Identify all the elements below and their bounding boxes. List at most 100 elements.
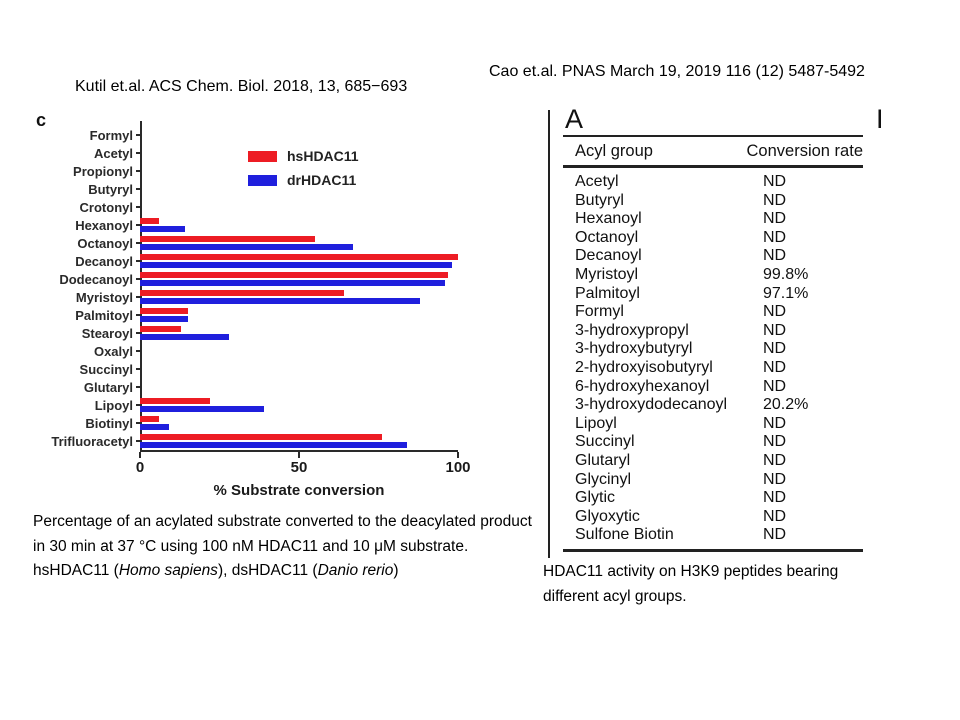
cell-acyl-group: Glycinyl — [575, 470, 632, 488]
legend-swatch-blue — [248, 174, 277, 186]
bar-drhdac11 — [140, 244, 354, 250]
category-tick — [136, 368, 140, 370]
category-label: Decanoyl — [75, 253, 133, 269]
category-label: Stearoyl — [81, 325, 133, 341]
bar-group — [140, 126, 460, 144]
table-row: Glytic ND — [563, 489, 863, 508]
table-row: Myristoyl 99.8% — [563, 266, 863, 285]
chart-row: Oxalyl — [36, 342, 466, 360]
legend-item-drhdac11: drHDAC11 — [248, 172, 359, 188]
table-row: 3-hydroxydodecanoyl 20.2% — [563, 396, 863, 415]
category-tick — [136, 260, 140, 262]
cell-acyl-group: Sulfone Biotin — [575, 526, 674, 544]
x-tick-mark — [457, 452, 459, 458]
table-bottom-rule — [563, 548, 863, 552]
bar-group — [140, 306, 460, 324]
legend-label-drhdac11: drHDAC11 — [287, 172, 357, 188]
bar-hshdac11 — [140, 236, 315, 242]
table-row: 3-hydroxybutyryl ND — [563, 340, 863, 359]
panel-label-b-cropped: I — [876, 104, 884, 134]
table-row: Butyryl ND — [563, 192, 863, 211]
cell-acyl-group: Glutaryl — [575, 451, 631, 469]
cell-conversion-rate: 20.2% — [763, 396, 809, 414]
bar-drhdac11 — [140, 334, 230, 340]
table-header-rule — [563, 165, 863, 168]
cell-conversion-rate: ND — [763, 303, 787, 321]
legend-item-hshdac11: hsHDAC11 — [248, 148, 359, 164]
cell-conversion-rate: ND — [763, 321, 787, 339]
cell-conversion-rate: ND — [763, 228, 787, 246]
table-row: 3-hydroxypropyl ND — [563, 322, 863, 341]
bar-group — [140, 378, 460, 396]
cell-conversion-rate: ND — [763, 191, 787, 209]
header-acyl-group: Acyl group — [575, 142, 653, 160]
category-tick — [136, 314, 140, 316]
table-row: Octanoyl ND — [563, 229, 863, 248]
left-caption: Percentage of an acylated substrate conv… — [33, 510, 537, 584]
bar-drhdac11 — [140, 226, 185, 232]
caption-text: Percentage of an acylated substrate conv… — [33, 513, 532, 579]
table-row: Acetyl ND — [563, 173, 863, 192]
bar-drhdac11 — [140, 262, 452, 268]
cell-acyl-group: 3-hydroxypropyl — [575, 321, 689, 339]
table-header-row: Acyl group Conversion rate — [563, 137, 863, 165]
category-label: Butyryl — [88, 181, 133, 197]
category-tick — [136, 242, 140, 244]
bar-drhdac11 — [140, 316, 188, 322]
chart-row: Trifluoracetyl — [36, 432, 466, 450]
category-tick — [136, 152, 140, 154]
cell-acyl-group: Palmitoyl — [575, 284, 640, 302]
category-tick — [136, 170, 140, 172]
x-tick-mark — [298, 452, 300, 458]
category-tick — [136, 440, 140, 442]
bar-hshdac11 — [140, 326, 182, 332]
category-label: Oxalyl — [93, 343, 133, 359]
header-conversion-rate: Conversion rate — [746, 142, 863, 160]
bar-drhdac11 — [140, 442, 408, 448]
conversion-table: Acyl group Conversion rate Acetyl ND Butyr… — [563, 135, 863, 552]
cell-conversion-rate: 99.8% — [763, 265, 809, 283]
cell-conversion-rate: ND — [763, 433, 787, 451]
cell-conversion-rate: ND — [763, 470, 787, 488]
x-axis: 0 50 100 — [136, 450, 471, 476]
x-tick-label: 100 — [445, 459, 471, 476]
chart-row: Glutaryl — [36, 378, 466, 396]
table-row: 2-hydroxyisobutyryl ND — [563, 359, 863, 378]
caption-text: ), dsHDAC11 ( — [217, 562, 318, 579]
bar-hshdac11 — [140, 272, 449, 278]
category-tick — [136, 404, 140, 406]
cell-acyl-group: Octanoyl — [575, 228, 639, 246]
cell-acyl-group: Decanoyl — [575, 247, 642, 265]
chart-row: Hexanoyl — [36, 216, 466, 234]
category-label: Trifluoracetyl — [51, 433, 133, 449]
cell-conversion-rate: ND — [763, 340, 787, 358]
chart-row: Propionyl — [36, 162, 466, 180]
cell-conversion-rate: ND — [763, 507, 787, 525]
table-row: Decanoyl ND — [563, 247, 863, 266]
caption-text: ) — [393, 562, 399, 579]
bar-hshdac11 — [140, 416, 160, 422]
cell-acyl-group: Myristoyl — [575, 265, 639, 283]
chart-row: Formyl — [36, 126, 466, 144]
category-tick — [136, 296, 140, 298]
category-tick — [136, 422, 140, 424]
legend-swatch-red — [248, 150, 277, 162]
chart-legend: hsHDAC11 drHDAC11 — [248, 148, 359, 196]
table-top-rule — [563, 135, 863, 137]
chart-row: Lipoyl — [36, 396, 466, 414]
bar-drhdac11 — [140, 298, 420, 304]
bar-hshdac11 — [140, 218, 160, 224]
category-tick — [136, 386, 140, 388]
category-label: Octanoyl — [77, 235, 133, 251]
bar-group — [140, 432, 460, 450]
cell-acyl-group: Succinyl — [575, 433, 635, 451]
bar-hshdac11 — [140, 434, 382, 440]
x-tick-mark — [139, 452, 141, 458]
table-row: Palmitoyl 97.1% — [563, 285, 863, 304]
bar-group — [140, 198, 460, 216]
cell-acyl-group: Glyoxytic — [575, 507, 640, 525]
bar-group — [140, 270, 460, 288]
category-tick — [136, 224, 140, 226]
bar-group — [140, 360, 460, 378]
category-tick — [136, 188, 140, 190]
